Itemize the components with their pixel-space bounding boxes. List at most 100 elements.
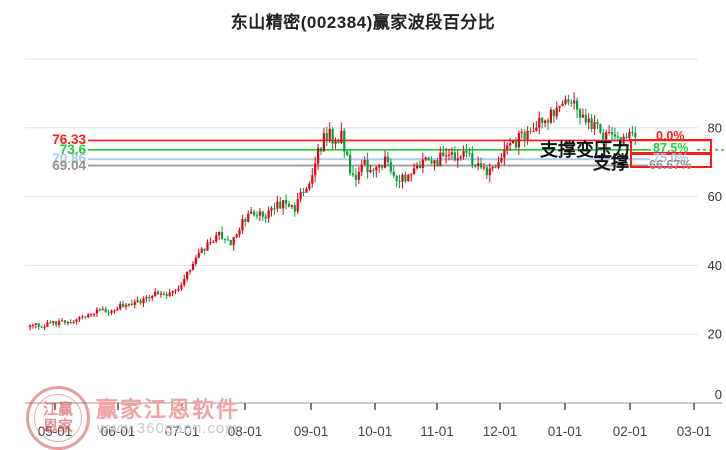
candle — [538, 117, 541, 128]
candle — [462, 151, 465, 157]
candle — [375, 167, 378, 171]
candle — [491, 166, 494, 169]
level-pct-66-67: 66.67% — [649, 158, 692, 172]
candle — [401, 174, 404, 182]
candle — [587, 118, 590, 123]
candle — [84, 316, 87, 318]
candle — [325, 133, 328, 140]
watermark-url: www.360gann.com — [97, 420, 239, 437]
candle — [124, 304, 128, 307]
y-tick-label: 0 — [715, 387, 722, 402]
candle — [602, 132, 605, 140]
candle — [328, 128, 331, 140]
candle — [413, 168, 416, 175]
candle — [494, 166, 497, 168]
candle — [203, 248, 206, 251]
x-tick-label: 11-01 — [420, 424, 454, 439]
candle — [607, 131, 611, 133]
candle — [549, 109, 552, 123]
candle — [40, 326, 43, 328]
candle — [113, 310, 116, 312]
x-tick-label: 09-01 — [294, 424, 329, 439]
candle — [421, 159, 424, 169]
candle — [613, 134, 617, 137]
y-tick-label: 20 — [708, 327, 722, 342]
candle — [136, 300, 139, 302]
candle — [622, 136, 625, 144]
candle — [529, 130, 532, 132]
highlight-box-lower — [630, 152, 712, 168]
candle — [186, 271, 189, 279]
annotation-support: 支撑 — [593, 152, 629, 173]
candle — [477, 163, 480, 166]
candle — [532, 131, 535, 133]
x-tick-label: 08-01 — [228, 424, 263, 439]
x-tick-label: 07-01 — [165, 424, 200, 439]
candle — [282, 200, 285, 209]
candle — [322, 133, 326, 152]
candle — [206, 242, 209, 251]
candle — [628, 131, 631, 138]
candle — [60, 320, 64, 322]
candle — [450, 152, 454, 155]
seal-row1: 江赢 — [42, 401, 73, 418]
candle — [514, 140, 518, 148]
candle — [218, 231, 221, 236]
candle — [244, 219, 247, 222]
candle — [209, 242, 212, 244]
candle — [162, 293, 165, 295]
x-tick-label: 06-01 — [101, 424, 136, 439]
candle — [142, 298, 145, 304]
candle — [581, 114, 584, 118]
candle — [471, 153, 474, 166]
candle — [500, 157, 503, 163]
candle — [252, 211, 256, 216]
candle — [241, 219, 244, 231]
candle — [584, 114, 587, 123]
candle — [261, 211, 264, 217]
candle — [37, 323, 40, 327]
candle — [634, 132, 637, 137]
candle — [433, 160, 436, 164]
candle — [378, 165, 381, 168]
candle — [284, 200, 288, 204]
candle — [447, 154, 451, 156]
candle — [276, 201, 279, 209]
candle — [319, 148, 323, 152]
candle — [509, 143, 512, 146]
candle — [523, 131, 526, 140]
candle — [55, 321, 58, 325]
candle — [407, 174, 410, 182]
candle — [445, 155, 448, 157]
candle — [267, 210, 270, 219]
candle — [485, 167, 488, 176]
candle — [110, 310, 113, 314]
candle — [346, 151, 349, 155]
candle — [517, 132, 520, 148]
candle — [526, 130, 529, 140]
candle — [139, 300, 142, 304]
candle — [46, 322, 49, 327]
candle — [197, 252, 200, 258]
candle — [430, 160, 433, 164]
candle — [302, 191, 305, 193]
candle — [107, 312, 110, 314]
candle — [98, 309, 101, 311]
candle — [127, 303, 131, 305]
candle — [488, 168, 491, 176]
candle — [340, 130, 343, 144]
level-label-70-86: 70.86 — [52, 151, 86, 166]
candle — [287, 203, 291, 207]
candle — [389, 162, 392, 172]
candle — [575, 100, 579, 110]
candle — [212, 241, 215, 243]
candle — [296, 199, 299, 212]
candle — [465, 151, 468, 153]
candle — [194, 257, 197, 264]
candle — [49, 322, 52, 324]
y-tick-label: 60 — [708, 189, 722, 204]
candle — [72, 321, 75, 323]
candle — [264, 216, 267, 219]
candle — [369, 169, 372, 173]
